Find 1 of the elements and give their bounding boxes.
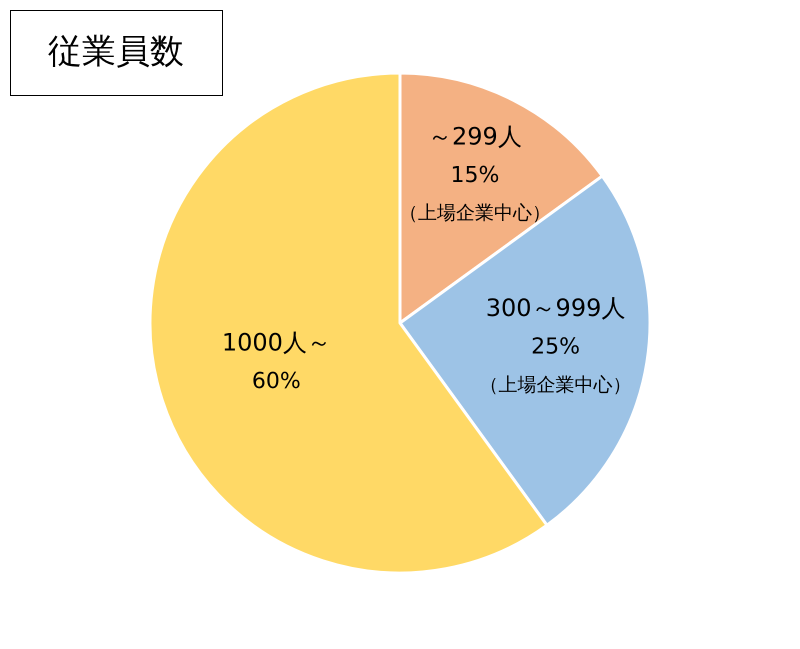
title: 従業員数 (48, 31, 184, 72)
